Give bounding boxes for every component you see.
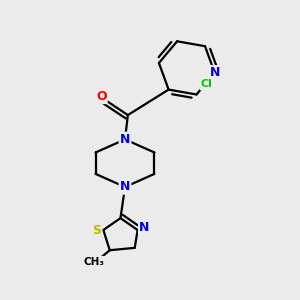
Text: CH₃: CH₃	[83, 256, 104, 267]
Text: O: O	[96, 90, 106, 103]
Text: N: N	[120, 181, 130, 194]
Text: Cl: Cl	[201, 79, 213, 89]
Text: N: N	[120, 133, 130, 146]
Text: S: S	[92, 224, 101, 236]
Text: N: N	[209, 66, 220, 79]
Text: N: N	[139, 221, 150, 234]
